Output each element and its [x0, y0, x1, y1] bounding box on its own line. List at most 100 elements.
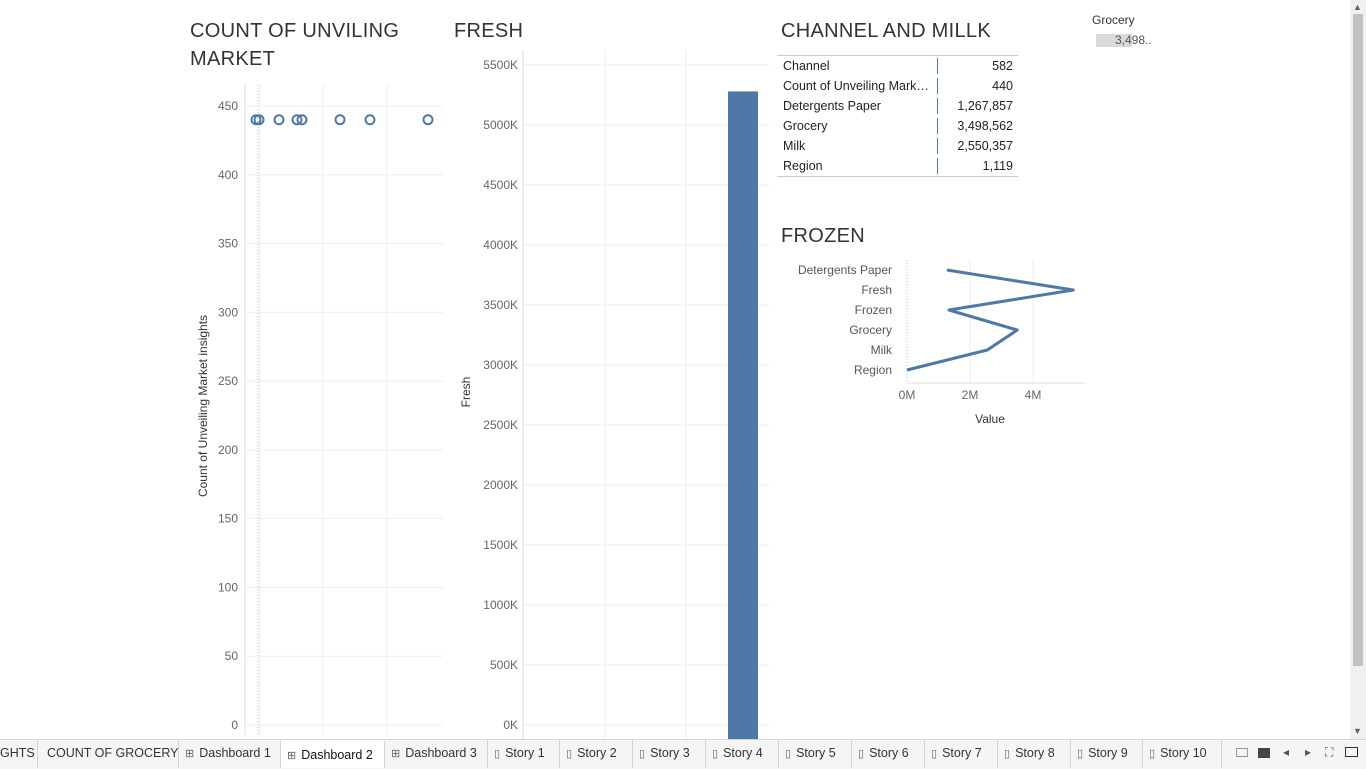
- row-separator: [937, 138, 938, 154]
- scatter-point[interactable]: [291, 114, 303, 126]
- frozen-category-label: Grocery: [849, 323, 892, 337]
- scatter-svg: 450 400 350 300 250 200 150 100 50 0: [218, 85, 443, 735]
- story-icon: ▯: [712, 748, 719, 760]
- scroll-down-icon[interactable]: ▼: [1353, 726, 1362, 736]
- tab-insights[interactable]: GHTS: [0, 740, 38, 768]
- scatter-y-tick: 400: [218, 168, 238, 182]
- row-value: 1,267,857: [957, 99, 1013, 113]
- frozen-title: FROZEN: [781, 225, 866, 247]
- scatter-point[interactable]: [364, 114, 376, 126]
- frozen-x-axis-title: Value: [975, 412, 1005, 426]
- scatter-point[interactable]: [334, 114, 346, 126]
- tab-story-8[interactable]: ▯ Story 8: [998, 740, 1071, 768]
- row-value: 1,119: [982, 159, 1013, 173]
- fullscreen-icon[interactable]: ⛶: [1325, 745, 1334, 759]
- channel-milk-table[interactable]: Channel 582 Count of Unveiling Market.. …: [777, 55, 1018, 177]
- tab-story-6[interactable]: ▯ Story 6: [852, 740, 925, 768]
- scatter-point[interactable]: [422, 114, 434, 126]
- fresh-y-tick: 5500K: [483, 58, 518, 72]
- scatter-y-tick: 100: [218, 580, 238, 594]
- fresh-y-tick: 1500K: [483, 538, 518, 552]
- frozen-category-label: Milk: [871, 343, 893, 357]
- tab-story-1[interactable]: ▯ Story 1: [488, 740, 560, 768]
- table-row[interactable]: Grocery 3,498,562: [777, 116, 1018, 136]
- scatter-y-tick: 300: [218, 305, 238, 319]
- frozen-x-tick: 2M: [962, 388, 979, 402]
- tab-label: Story 2: [577, 746, 617, 760]
- tab-label: GHTS: [0, 746, 35, 760]
- scatter-chart[interactable]: 450 400 350 300 250 200 150 100 50 0: [215, 85, 445, 735]
- story-icon: ▯: [1077, 748, 1084, 760]
- tab-story-3[interactable]: ▯ Story 3: [633, 740, 706, 768]
- tab-label: Story 3: [650, 746, 690, 760]
- tab-label: Story 6: [869, 746, 909, 760]
- tab-dashboard-2[interactable]: ⊞ Dashboard 2: [281, 740, 385, 768]
- vertical-scrollbar[interactable]: ▲ ▼: [1350, 0, 1366, 740]
- scatter-y-tick: 450: [218, 99, 238, 113]
- scroll-up-icon[interactable]: ▲: [1353, 2, 1362, 12]
- fresh-bar[interactable]: [728, 91, 758, 740]
- row-value: 440: [992, 79, 1013, 93]
- story-icon: ▯: [785, 748, 792, 760]
- scrollbar-thumb[interactable]: [1353, 14, 1363, 666]
- frozen-category-label: Frozen: [855, 303, 892, 317]
- show-filmstrip-icon[interactable]: [1258, 748, 1270, 758]
- scatter-y-tick: 150: [218, 512, 238, 526]
- fresh-y-tick: 5000K: [483, 118, 518, 132]
- dashboard-icon: ⊞: [185, 748, 195, 760]
- row-separator: [937, 58, 938, 74]
- sheet-tab-bar: GHTS COUNT OF GROCERY ⊞ Dashboard 1 ⊞ Dash…: [0, 739, 1366, 769]
- previous-tab-icon[interactable]: ◂: [1283, 745, 1290, 759]
- frozen-series-line[interactable]: [906, 268, 1075, 372]
- tab-dashboard-1[interactable]: ⊞ Dashboard 1: [179, 740, 281, 768]
- frozen-svg: Detergents Paper Fresh Frozen Grocery Milk Re…: [798, 260, 1085, 426]
- story-icon: ▯: [566, 748, 573, 760]
- scatter-y-tick: 250: [218, 374, 238, 388]
- table-row[interactable]: Count of Unveiling Market.. 440: [777, 76, 1018, 96]
- grocery-legend-title: Grocery: [1092, 13, 1135, 27]
- tab-label: Story 9: [1088, 746, 1128, 760]
- table-row[interactable]: Region 1,119: [777, 156, 1018, 176]
- scatter-y-axis-title: Count of Unveiling Market insights: [196, 314, 210, 498]
- show-sheet-sorter-icon[interactable]: [1236, 748, 1248, 757]
- presentation-mode-icon[interactable]: [1345, 747, 1358, 757]
- fresh-y-tick: 4000K: [483, 238, 518, 252]
- frozen-chart[interactable]: Detergents Paper Fresh Frozen Grocery Milk Re…: [780, 255, 1100, 435]
- row-value: 582: [992, 59, 1013, 73]
- tab-story-4[interactable]: ▯ Story 4: [706, 740, 779, 768]
- fresh-y-tick: 3000K: [483, 358, 518, 372]
- row-label: Milk: [783, 139, 806, 153]
- table-row[interactable]: Milk 2,550,357: [777, 136, 1018, 156]
- story-icon: ▯: [858, 748, 865, 760]
- scatter-point[interactable]: [273, 114, 285, 126]
- tab-story-9[interactable]: ▯ Story 9: [1071, 740, 1143, 768]
- tab-story-5[interactable]: ▯ Story 5: [779, 740, 852, 768]
- story-icon: ▯: [1149, 748, 1156, 760]
- fresh-y-tick: 500K: [490, 658, 518, 672]
- scatter-point[interactable]: [253, 114, 265, 126]
- table-row[interactable]: Channel 582: [777, 56, 1018, 76]
- tab-story-7[interactable]: ▯ Story 7: [925, 740, 998, 768]
- scatter-point[interactable]: [296, 114, 308, 126]
- row-label: Grocery: [783, 119, 828, 133]
- row-value: 3,498,562: [957, 119, 1013, 133]
- story-icon: ▯: [494, 748, 501, 760]
- fresh-svg: 5500K 5000K 4500K 4000K 3500K 3000K 2500K 2000K…: [483, 50, 770, 740]
- next-tab-icon[interactable]: ▸: [1305, 745, 1312, 759]
- row-label: Detergents Paper: [783, 99, 881, 113]
- tab-count-of-grocery[interactable]: COUNT OF GROCERY: [38, 740, 179, 768]
- grocery-legend-swatch: [1096, 34, 1132, 47]
- tab-dashboard-3[interactable]: ⊞ Dashboard 3: [385, 740, 488, 768]
- tab-label: Dashboard 2: [301, 748, 373, 762]
- fresh-chart[interactable]: 5500K 5000K 4500K 4000K 3500K 3000K 2500K 2000K…: [470, 50, 770, 740]
- frozen-category-label: Fresh: [861, 283, 892, 297]
- table-row[interactable]: Detergents Paper 1,267,857: [777, 96, 1018, 116]
- fresh-title: FRESH: [454, 20, 524, 42]
- tab-story-2[interactable]: ▯ Story 2: [560, 740, 633, 768]
- fresh-y-axis-title: Fresh: [459, 376, 473, 408]
- scatter-y-tick: 200: [218, 443, 238, 457]
- row-separator: [937, 118, 938, 134]
- scatter-y-tick: 0: [231, 718, 238, 732]
- row-label: Region: [783, 159, 823, 173]
- tab-story-10[interactable]: ▯ Story 10: [1143, 740, 1222, 768]
